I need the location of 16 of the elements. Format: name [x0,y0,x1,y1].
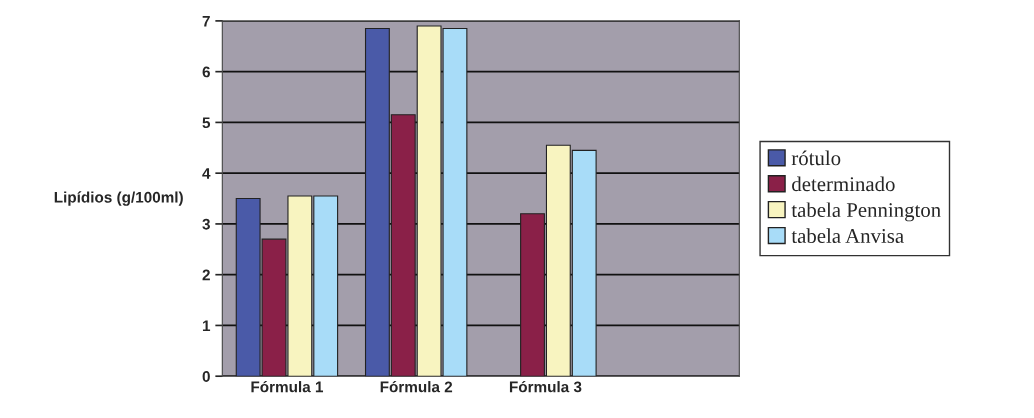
y-tick-label: 7 [202,15,210,27]
y-tick-label: 3 [202,218,210,230]
y-axis-title: Lipídios (g/100ml) [54,191,183,206]
y-tick-label: 2 [202,269,210,281]
legend-label: determinado [792,176,895,192]
y-tick-label: 4 [202,168,211,179]
y-tick-label: 1 [202,320,211,331]
legend-label: tabela Anvisa [791,228,904,244]
legend-label: tabela Pennington [791,202,941,222]
x-tick-label: Fórmula 1 [251,380,324,393]
x-tick-label: Fórmula 3 [509,380,582,393]
y-tick-label: 0 [202,371,210,382]
x-tick-label: Fórmula 2 [380,380,453,393]
legend-label: rótulo [791,150,841,166]
y-tick-label: 6 [202,66,210,78]
y-tick-label: 5 [202,117,211,129]
